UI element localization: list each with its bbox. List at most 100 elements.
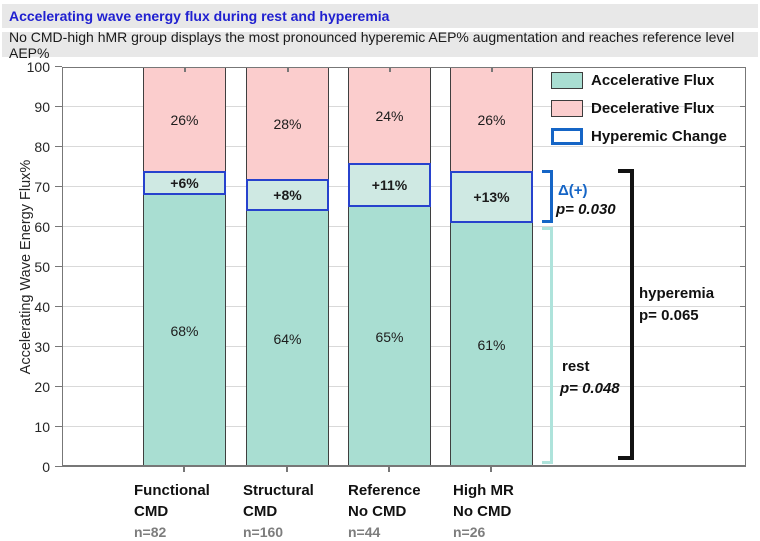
legend-label: Decelerative Flux <box>591 100 715 117</box>
axis-tick-left <box>55 466 62 467</box>
axis-tick-right <box>740 346 746 347</box>
segment-decelerative: 24% <box>348 67 431 163</box>
y-tick-label: 40 <box>34 299 50 315</box>
category-name-line: CMD <box>134 503 169 520</box>
category-name-line: CMD <box>243 503 278 520</box>
axis-tick-left <box>55 426 62 427</box>
segment-value-label: 24% <box>375 107 404 124</box>
hyperemic-change-swatch-icon <box>551 128 583 145</box>
y-tick-label: 100 <box>26 59 50 75</box>
delta-label: Δ(+) <box>558 182 588 199</box>
segment-value-label: 28% <box>273 115 302 132</box>
hyperemia-bracket <box>618 169 634 460</box>
segment-value-label: +11% <box>371 177 408 193</box>
segment-hyperemic-change: +6% <box>143 171 226 195</box>
y-tick-label: 20 <box>34 379 50 395</box>
legend-item-hyperemic-change: Hyperemic Change <box>551 128 727 145</box>
y-tick-label: 50 <box>34 259 50 275</box>
axis-tick-left <box>55 386 62 387</box>
x-label-structural-cmd: Structural CMD n=160 <box>243 480 314 541</box>
axis-tick-right <box>740 106 746 107</box>
segment-value-label: 61% <box>477 337 506 353</box>
y-tick-label: 70 <box>34 179 50 195</box>
axis-tick-left <box>55 266 62 267</box>
axis-tick-left <box>55 226 62 227</box>
delta-bracket <box>542 170 553 223</box>
segment-value-label: +6% <box>170 175 199 191</box>
y-axis: 0 10 20 30 40 50 60 70 80 90 100 <box>0 59 62 475</box>
segment-accelerative: 68% <box>143 195 226 467</box>
axis-tick-right <box>740 306 746 307</box>
hyperemia-label: hyperemia <box>639 285 715 302</box>
category-name-line: Structural <box>243 482 314 499</box>
chart-subtitle: No CMD-high hMR group displays the most … <box>2 29 758 61</box>
axis-tick-bottom <box>286 467 288 472</box>
axis-tick-left <box>55 346 62 347</box>
axis-tick-left <box>55 66 62 67</box>
segment-decelerative: 26% <box>450 67 533 171</box>
delta-p-value: p= 0.030 <box>556 201 616 218</box>
axis-tick-right <box>740 186 746 187</box>
accelerative-flux-swatch-icon <box>551 72 583 89</box>
y-tick-label: 90 <box>34 99 50 115</box>
segment-value-label: +8% <box>273 187 302 203</box>
segment-accelerative: 61% <box>450 223 533 467</box>
axis-tick-bottom <box>388 467 390 472</box>
axis-tick-right <box>740 146 746 147</box>
y-tick-label: 10 <box>34 419 50 435</box>
segment-decelerative: 28% <box>246 67 329 179</box>
axis-tick-left <box>55 106 62 107</box>
axis-tick-top <box>184 67 186 72</box>
x-label-functional-cmd: Functional CMD n=82 <box>134 480 210 541</box>
category-name-line: Functional <box>134 482 210 499</box>
legend: Accelerative Flux Decelerative Flux Hype… <box>551 72 727 145</box>
x-label-high-mr-no-cmd: High MR No CMD n=26 <box>453 480 514 541</box>
axis-tick-left <box>55 186 62 187</box>
chart-title: Accelerating wave energy flux during res… <box>2 4 758 28</box>
bar-high-mr-no-cmd: 26% +13% 61% <box>450 67 533 467</box>
decelerative-flux-swatch-icon <box>551 100 583 117</box>
category-name-line: No CMD <box>453 503 512 520</box>
axis-tick-left <box>55 306 62 307</box>
legend-item-accelerative-flux: Accelerative Flux <box>551 72 727 89</box>
sample-size: n=44 <box>348 524 381 540</box>
axis-tick-right <box>740 226 746 227</box>
axis-tick-top <box>389 67 391 72</box>
segment-decelerative: 26% <box>143 67 226 171</box>
sample-size: n=82 <box>134 524 167 540</box>
axis-tick-bottom <box>183 467 185 472</box>
segment-value-label: +13% <box>473 189 510 205</box>
category-name-line: Reference <box>348 482 421 499</box>
segment-value-label: 26% <box>477 111 506 128</box>
rest-label: rest <box>562 358 590 375</box>
segment-value-label: 64% <box>273 331 302 347</box>
category-name-line: High MR <box>453 482 514 499</box>
sample-size: n=160 <box>243 524 284 540</box>
bar-structural-cmd: 28% +8% 64% <box>246 67 329 467</box>
y-tick-label: 30 <box>34 339 50 355</box>
axis-tick-right <box>740 266 746 267</box>
legend-item-decelerative-flux: Decelerative Flux <box>551 100 727 117</box>
segment-value-label: 26% <box>170 111 199 128</box>
axis-tick-top <box>491 67 493 72</box>
axis-tick-bottom <box>490 467 492 472</box>
axis-tick-right <box>740 386 746 387</box>
rest-bracket <box>542 227 553 464</box>
segment-value-label: 65% <box>375 329 404 345</box>
hyperemia-p-value: p= 0.065 <box>639 307 699 324</box>
rest-p-value: p= 0.048 <box>560 380 620 397</box>
sample-size: n=26 <box>453 524 486 540</box>
segment-hyperemic-change: +8% <box>246 179 329 211</box>
x-label-reference-no-cmd: Reference No CMD n=44 <box>348 480 421 541</box>
bar-functional-cmd: 26% +6% 68% <box>143 67 226 467</box>
bar-reference-no-cmd: 24% +11% 65% <box>348 67 431 467</box>
axis-tick-top <box>287 67 289 72</box>
category-name-line: No CMD <box>348 503 407 520</box>
segment-hyperemic-change: +11% <box>348 163 431 207</box>
y-tick-label: 80 <box>34 139 50 155</box>
axis-tick-left <box>55 146 62 147</box>
y-tick-label: 0 <box>42 459 50 475</box>
legend-label: Accelerative Flux <box>591 72 715 89</box>
axis-tick-right <box>740 426 746 427</box>
